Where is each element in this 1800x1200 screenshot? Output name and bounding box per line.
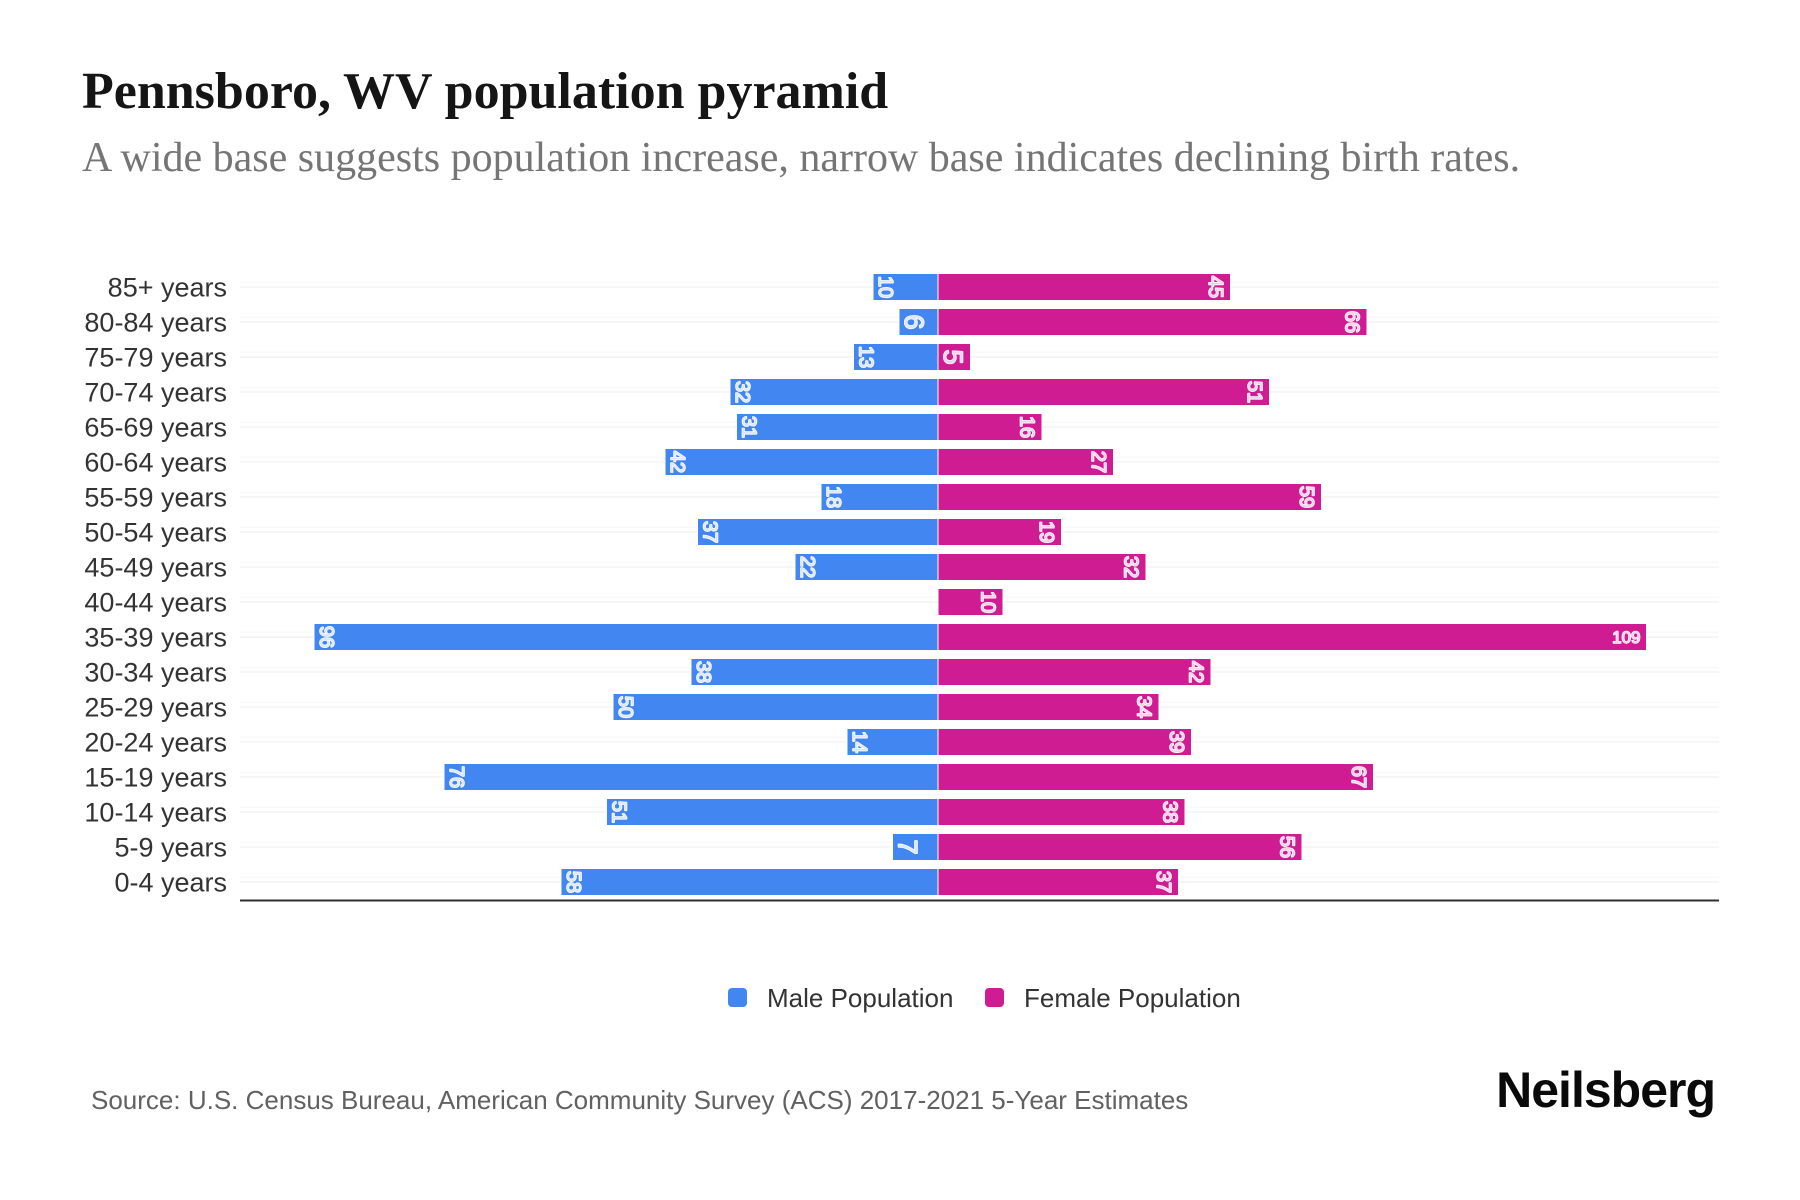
svg-text:56: 56: [1275, 836, 1297, 858]
svg-text:20-24 years: 20-24 years: [84, 728, 227, 758]
svg-text:5-9 years: 5-9 years: [114, 833, 227, 863]
svg-text:31: 31: [738, 416, 760, 438]
svg-text:66: 66: [1340, 311, 1362, 333]
svg-text:14: 14: [848, 731, 870, 753]
svg-text:37: 37: [1152, 871, 1174, 893]
svg-text:45-49 years: 45-49 years: [84, 553, 227, 583]
svg-text:96: 96: [315, 626, 337, 648]
svg-text:50: 50: [614, 696, 636, 718]
svg-text:18: 18: [822, 486, 844, 508]
svg-text:32: 32: [731, 381, 753, 403]
svg-text:16: 16: [1015, 416, 1037, 438]
svg-text:13: 13: [855, 346, 877, 368]
svg-text:Source: U.S. Census Bureau, Am: Source: U.S. Census Bureau, American Com…: [91, 1085, 1188, 1115]
svg-text:85+ years: 85+ years: [108, 273, 227, 303]
svg-text:60-64 years: 60-64 years: [84, 448, 227, 478]
svg-text:15-19 years: 15-19 years: [84, 763, 227, 793]
svg-text:10-14 years: 10-14 years: [84, 798, 227, 828]
svg-text:109: 109: [1612, 628, 1640, 647]
svg-text:59: 59: [1295, 486, 1317, 508]
svg-text:19: 19: [1035, 521, 1057, 543]
svg-text:0-4 years: 0-4 years: [114, 868, 227, 898]
svg-text:65-69 years: 65-69 years: [84, 413, 227, 443]
svg-text:30-34 years: 30-34 years: [84, 658, 227, 688]
svg-text:27: 27: [1087, 451, 1109, 473]
svg-text:42: 42: [666, 451, 688, 473]
svg-text:38: 38: [1158, 801, 1180, 823]
svg-text:Female Population: Female Population: [1024, 983, 1241, 1013]
svg-text:37: 37: [699, 521, 721, 543]
svg-text:76: 76: [445, 766, 467, 788]
svg-text:51: 51: [608, 801, 630, 823]
svg-text:A wide base suggests populatio: A wide base suggests population increase…: [82, 135, 1520, 181]
svg-text:5: 5: [938, 349, 968, 364]
svg-text:7: 7: [893, 839, 923, 854]
svg-text:70-74 years: 70-74 years: [84, 378, 227, 408]
svg-text:42: 42: [1184, 661, 1206, 683]
svg-text:45: 45: [1204, 276, 1226, 298]
svg-text:75-79 years: 75-79 years: [84, 343, 227, 373]
svg-text:6: 6: [899, 314, 929, 329]
svg-text:35-39 years: 35-39 years: [84, 623, 227, 653]
svg-text:51: 51: [1243, 381, 1265, 403]
svg-text:40-44 years: 40-44 years: [84, 588, 227, 618]
svg-text:67: 67: [1347, 766, 1369, 788]
svg-text:10: 10: [874, 276, 896, 298]
svg-text:50-54 years: 50-54 years: [84, 518, 227, 548]
svg-text:Neilsberg: Neilsberg: [1496, 1062, 1715, 1118]
svg-text:22: 22: [796, 556, 818, 578]
svg-text:58: 58: [562, 871, 584, 893]
svg-text:32: 32: [1119, 556, 1141, 578]
svg-text:34: 34: [1132, 696, 1154, 718]
svg-text:39: 39: [1165, 731, 1187, 753]
svg-text:10: 10: [976, 591, 998, 613]
svg-text:38: 38: [692, 661, 714, 683]
svg-text:Pennsboro, WV population pyram: Pennsboro, WV population pyramid: [82, 63, 888, 120]
svg-text:55-59 years: 55-59 years: [84, 483, 227, 513]
svg-text:80-84 years: 80-84 years: [84, 308, 227, 338]
svg-text:25-29 years: 25-29 years: [84, 693, 227, 723]
svg-text:Male Population: Male Population: [767, 983, 953, 1013]
